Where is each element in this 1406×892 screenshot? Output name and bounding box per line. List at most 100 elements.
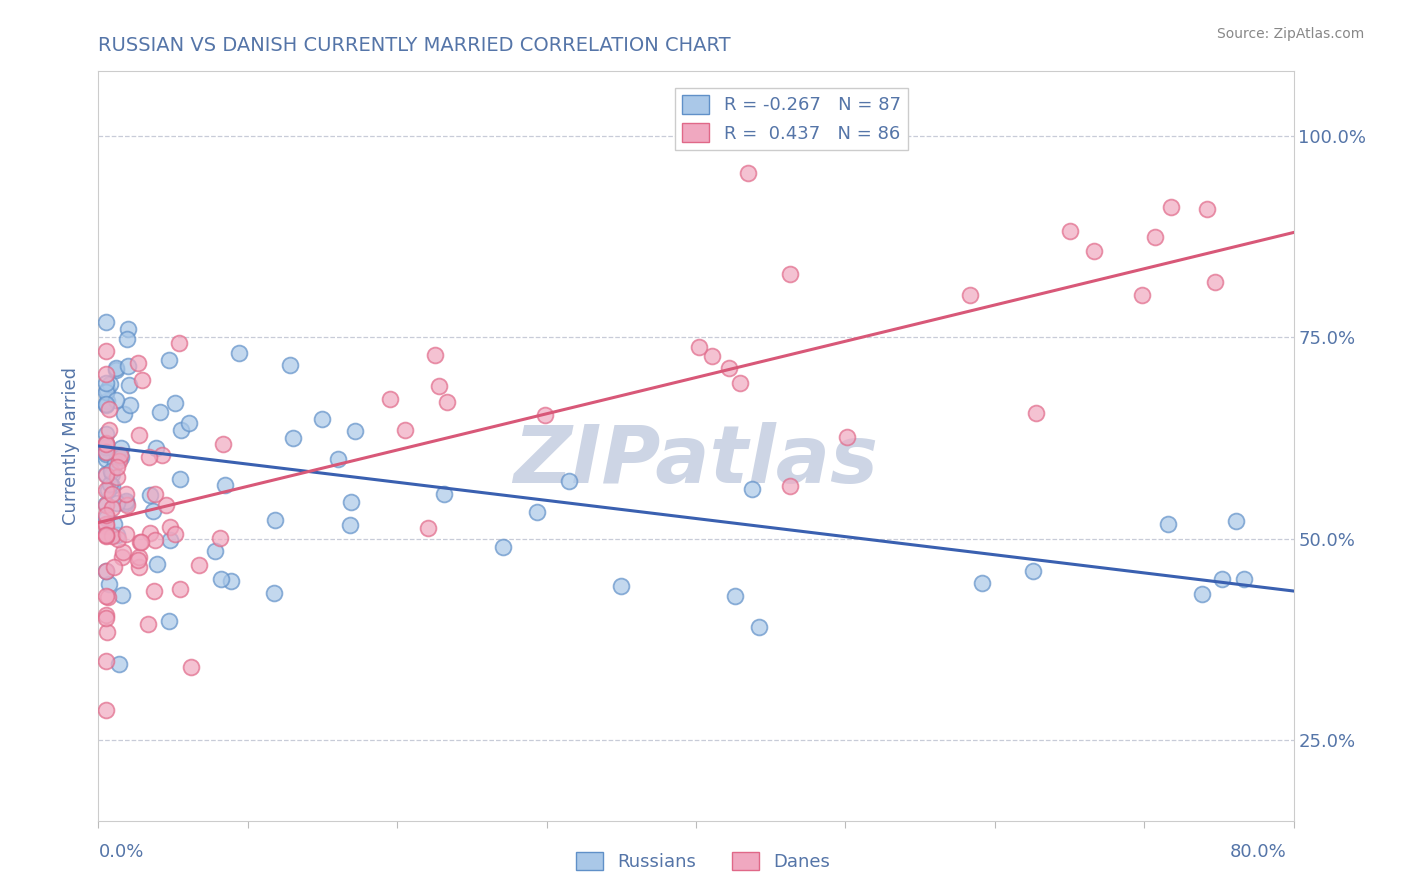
Point	[169, 582, 191, 596]
Point	[491, 540, 513, 554]
Point	[94, 611, 117, 625]
Point	[97, 483, 120, 497]
Point	[115, 496, 138, 510]
Point	[326, 452, 349, 467]
Point	[748, 620, 770, 634]
Point	[534, 409, 557, 423]
Point	[1233, 572, 1256, 586]
Point	[101, 467, 124, 482]
Point	[110, 450, 132, 464]
Point	[433, 486, 456, 500]
Point	[94, 445, 117, 459]
Point	[149, 405, 172, 419]
Point	[610, 579, 633, 593]
Point	[380, 392, 402, 406]
Point	[1211, 572, 1233, 586]
Point	[145, 558, 167, 572]
Point	[779, 267, 801, 281]
Point	[117, 322, 139, 336]
Text: Source: ZipAtlas.com: Source: ZipAtlas.com	[1216, 27, 1364, 41]
Point	[394, 423, 416, 437]
Point	[97, 590, 120, 604]
Point	[263, 585, 285, 599]
Point	[94, 483, 117, 497]
Point	[100, 464, 122, 478]
Point	[700, 349, 723, 363]
Point	[180, 659, 202, 673]
Point	[94, 344, 117, 359]
Point	[157, 353, 180, 368]
Point	[97, 577, 120, 591]
Point	[159, 520, 181, 534]
Point	[418, 521, 440, 535]
Point	[311, 411, 333, 425]
Point	[94, 564, 117, 578]
Point	[1022, 564, 1045, 578]
Point	[728, 376, 751, 391]
Point	[96, 383, 118, 397]
Point	[105, 496, 128, 510]
Point	[209, 532, 232, 546]
Point	[101, 501, 124, 516]
Point	[114, 487, 136, 501]
Point	[94, 368, 117, 382]
Point	[94, 564, 117, 578]
Point	[94, 589, 117, 603]
Point	[688, 340, 710, 354]
Point	[94, 519, 117, 533]
Point	[558, 474, 581, 488]
Y-axis label: Currently Married: Currently Married	[62, 367, 80, 525]
Point	[169, 472, 191, 486]
Point	[157, 615, 180, 629]
Point	[94, 376, 117, 390]
Point	[221, 574, 243, 589]
Point	[108, 657, 131, 672]
Point	[115, 526, 138, 541]
Point	[110, 448, 132, 462]
Point	[94, 447, 117, 461]
Point	[280, 359, 302, 373]
Point	[526, 505, 548, 519]
Point	[94, 435, 117, 450]
Point	[96, 393, 118, 408]
Point	[959, 288, 981, 302]
Text: 80.0%: 80.0%	[1230, 843, 1286, 861]
Point	[107, 453, 129, 467]
Point	[101, 529, 124, 543]
Text: ZIPatlas: ZIPatlas	[513, 422, 879, 500]
Point	[163, 527, 186, 541]
Point	[143, 533, 166, 547]
Point	[970, 575, 993, 590]
Point	[717, 361, 740, 376]
Point	[1204, 275, 1226, 289]
Point	[128, 428, 150, 442]
Point	[837, 429, 859, 443]
Point	[105, 363, 128, 377]
Point	[94, 452, 117, 467]
Point	[204, 544, 226, 558]
Point	[94, 654, 117, 668]
Legend: Russians, Danes: Russians, Danes	[568, 845, 838, 879]
Point	[1195, 202, 1218, 216]
Point	[145, 441, 167, 455]
Point	[94, 527, 117, 541]
Point	[115, 498, 138, 512]
Point	[129, 535, 152, 549]
Point	[436, 395, 458, 409]
Point	[179, 416, 201, 430]
Point	[737, 166, 759, 180]
Point	[1156, 517, 1178, 532]
Point	[94, 499, 117, 513]
Legend: R = -0.267   N = 87, R =  0.437   N = 86: R = -0.267 N = 87, R = 0.437 N = 86	[675, 88, 908, 150]
Point	[142, 584, 165, 599]
Point	[209, 573, 232, 587]
Point	[94, 528, 117, 542]
Point	[1025, 406, 1047, 420]
Point	[163, 396, 186, 410]
Point	[105, 459, 128, 474]
Point	[100, 487, 122, 501]
Point	[118, 398, 141, 412]
Point	[344, 424, 367, 438]
Point	[1143, 230, 1166, 244]
Point	[103, 560, 125, 574]
